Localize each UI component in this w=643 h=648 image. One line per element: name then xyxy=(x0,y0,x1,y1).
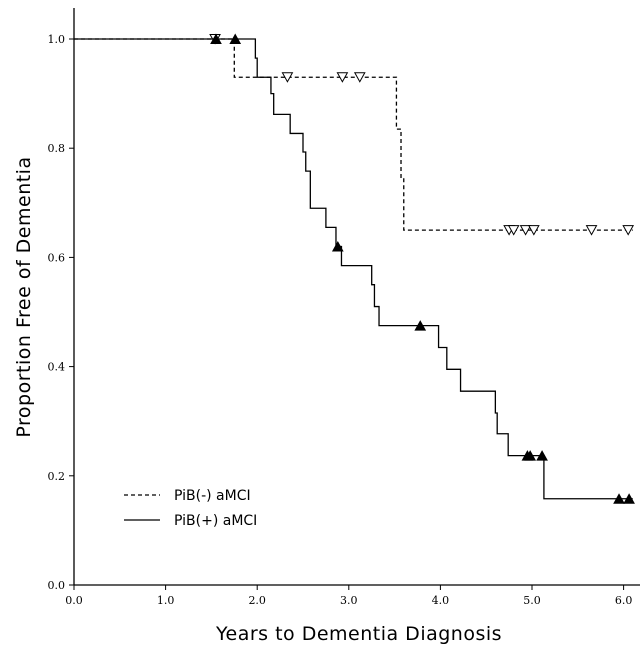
censor-marker-open xyxy=(336,72,349,83)
y-tick-label: 0.0 xyxy=(48,579,66,592)
legend-label: PiB(-) aMCI xyxy=(174,488,251,504)
censor-marker-filled xyxy=(414,320,427,331)
x-tick-label: 1.0 xyxy=(157,594,175,607)
series-layer xyxy=(74,33,635,504)
series-pib-positive xyxy=(74,33,635,504)
censor-marker-filled xyxy=(536,450,548,461)
pib-positive-curve xyxy=(74,38,633,500)
censor-marker-filled xyxy=(613,493,625,504)
x-tick-label: 3.0 xyxy=(340,594,358,607)
x-tick-label: 0.0 xyxy=(65,594,83,607)
y-tick-label: 0.6 xyxy=(48,251,66,264)
censor-marker-open xyxy=(585,225,598,236)
x-tick-label: 6.0 xyxy=(615,594,633,607)
axes: 0.0 1.0 2.0 3.0 4.0 5.0 6.0 0.0 0.2 0.4 0.6 0.8 1.0 xyxy=(48,8,640,607)
y-tick-label: 1.0 xyxy=(48,33,66,46)
censor-marker-filled xyxy=(229,33,242,44)
x-tick-label: 4.0 xyxy=(432,594,450,607)
pib-negative-curve xyxy=(74,38,633,231)
x-axis-title: Years to Dementia Diagnosis xyxy=(215,623,502,645)
censor-marker-open xyxy=(281,72,294,83)
y-tick-label: 0.4 xyxy=(48,361,66,374)
censor-marker-open xyxy=(519,225,532,236)
censor-marker-filled xyxy=(331,240,344,252)
x-tick-label: 5.0 xyxy=(523,594,541,607)
x-tick-label: 2.0 xyxy=(248,594,266,607)
series-pib-negative xyxy=(74,34,635,236)
censor-marker-open xyxy=(622,225,635,236)
y-tick-label: 0.8 xyxy=(48,142,66,155)
y-tick-label: 0.2 xyxy=(48,470,66,483)
censor-marker-filled xyxy=(623,493,635,504)
legend-label: PiB(+) aMCI xyxy=(174,513,257,529)
censor-marker-open xyxy=(527,225,540,236)
censor-marker-open xyxy=(353,72,366,83)
legend: PiB(-) aMCI PiB(+) aMCI xyxy=(124,488,257,529)
y-axis-title: Proportion Free of Dementia xyxy=(13,156,35,437)
censor-marker-filled xyxy=(210,33,222,44)
censor-marker-open xyxy=(507,225,520,236)
censor-marker-filled xyxy=(524,450,537,461)
